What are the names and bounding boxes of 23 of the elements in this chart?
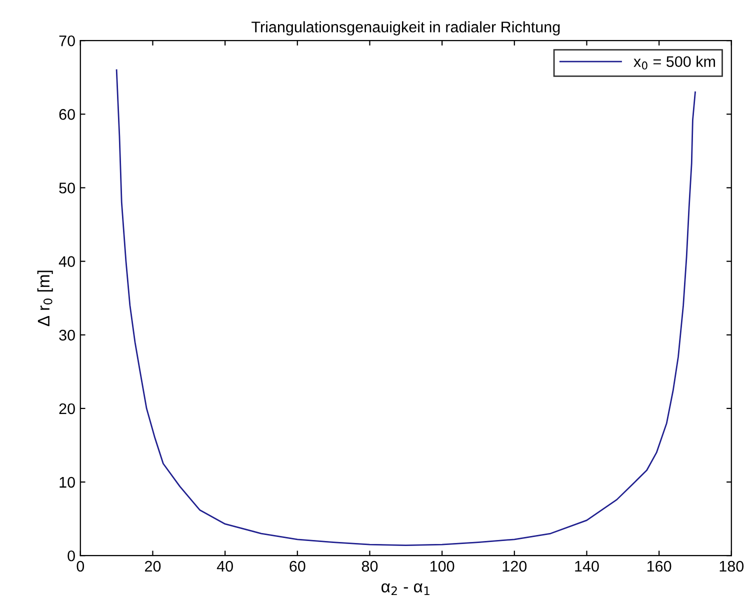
chart-title: Triangulationsgenauigkeit in radialer Richtung [252,21,560,36]
y-tick-label: 30 [59,330,75,341]
x-tick-label: 20 [145,560,161,572]
x-axis-title: α$_{2}$ - α$_{1}$ [382,583,430,596]
y-tick-label: 10 [60,476,75,488]
y-tick-label: 50 [59,182,75,194]
x-tick-label: 160 [647,560,672,572]
x-tick-label: 60 [290,560,306,572]
x-tick-label: 40 [216,560,233,572]
x-tick-label: 120 [502,560,527,572]
x-tick-label: 180 [720,560,744,572]
x-tick-label: 80 [362,560,378,572]
y-tick-label: 70 [59,35,75,46]
y-tick-label: 20 [59,403,75,414]
x-tick-label: 0 [76,560,84,572]
y-tick-label: 0 [68,550,75,562]
legend-label: x$_{0}$ = 500 km [634,56,715,70]
line-series [116,69,696,546]
x-tick-label: 140 [575,560,599,572]
y-axis-title: Δ r$_{0}$ [m] [37,270,53,326]
y-tick-label: 40 [58,256,75,267]
y-tick-label: 60 [59,109,75,120]
x-tick-label: 100 [430,560,454,572]
